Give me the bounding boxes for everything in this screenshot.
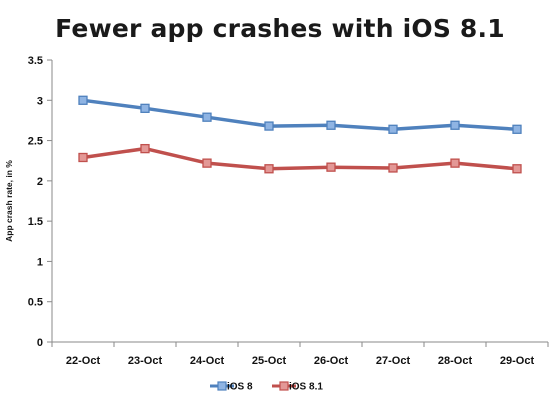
data-point xyxy=(78,152,88,163)
y-tick-label: 1.5 xyxy=(28,216,43,228)
x-tick-label: 26-Oct xyxy=(314,355,349,367)
data-point xyxy=(140,143,150,154)
data-point xyxy=(202,158,212,168)
y-tick-label: 2 xyxy=(37,176,43,188)
legend: iOS 8 iOS 8.1 xyxy=(210,381,323,393)
data-point xyxy=(450,158,460,168)
data-point xyxy=(512,164,522,174)
legend-label: iOS 8 xyxy=(227,382,253,393)
x-tick-label: 25-Oct xyxy=(252,355,287,367)
y-tick-label: 3 xyxy=(37,95,43,107)
data-point xyxy=(326,162,336,172)
x-tick-label: 24-Oct xyxy=(190,355,225,367)
series-layer xyxy=(78,95,522,174)
x-tick-label: 22-Oct xyxy=(66,355,101,367)
y-tick-label: 2.5 xyxy=(28,136,43,148)
data-point xyxy=(264,164,274,174)
series-line xyxy=(82,146,518,171)
data-point xyxy=(512,124,522,134)
data-point xyxy=(388,124,398,134)
y-tick-label: 0.5 xyxy=(28,297,43,309)
y-axis-title: App crash rate, in % xyxy=(4,160,14,242)
x-tick-label: 27-Oct xyxy=(376,355,411,367)
data-point xyxy=(140,103,150,113)
y-tick-label: 1 xyxy=(37,256,43,268)
x-tick-label: 28-Oct xyxy=(438,355,473,367)
data-point xyxy=(264,121,274,131)
y-tick-label: 3.5 xyxy=(28,55,43,67)
y-ticks: 0 0.5 1 1.5 2 2.5 3 3.5 xyxy=(28,55,52,349)
legend-swatch-marker xyxy=(217,381,227,391)
data-point xyxy=(450,120,460,130)
data-point xyxy=(202,112,212,122)
data-point xyxy=(78,95,88,105)
data-point xyxy=(326,120,336,130)
legend-swatch-marker xyxy=(279,381,289,391)
chart-axes xyxy=(51,60,548,343)
y-tick-label: 0 xyxy=(37,337,43,349)
x-tick-label: 23-Oct xyxy=(128,355,163,367)
series-line xyxy=(82,98,518,132)
legend-label: iOS 8.1 xyxy=(289,382,323,393)
x-tick-label: 29-Oct xyxy=(500,355,535,367)
chart-title: Fewer app crashes with iOS 8.1 xyxy=(55,14,505,43)
x-ticks: 22-Oct 23-Oct 24-Oct 25-Oct 26-Oct 27-Oct 28-O… xyxy=(51,342,549,367)
data-point xyxy=(388,163,398,173)
